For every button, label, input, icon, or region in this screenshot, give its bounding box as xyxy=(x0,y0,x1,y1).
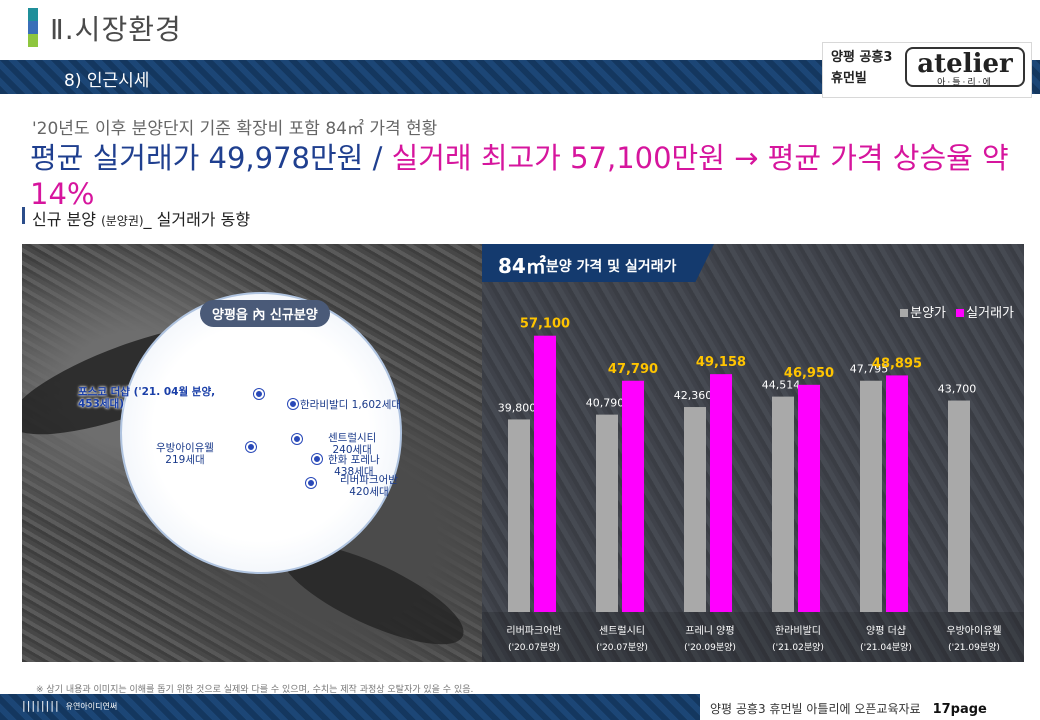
focus-circle-label: 양평읍 內 신규분양 xyxy=(200,300,330,327)
category-date-2: ('20.09분양) xyxy=(684,642,736,653)
category-date-5: ('21.09분양) xyxy=(948,642,1000,653)
data-label-actual-0: 57,100 xyxy=(520,317,570,332)
category-label-3: 한라비발디 xyxy=(775,625,821,637)
headline-max-price: 실거래 최고가 57,100만원 → 평균 가격 상승율 약 14% xyxy=(30,141,1009,211)
headline-summary: 평균 실거래가 49,978만원 / 실거래 최고가 57,100만원 → 평균… xyxy=(30,140,1030,212)
data-label-presale-5: 43,700 xyxy=(938,383,977,396)
data-label-presale-2: 42,360 xyxy=(674,389,713,402)
map-label-central: 센트럴시티 240세대 xyxy=(328,432,377,456)
subsection-title: 8) 인근시세 xyxy=(64,71,150,91)
category-label-0: 리버파크어반 xyxy=(506,625,561,637)
accent-bar-1 xyxy=(28,8,38,21)
footer-doc-info: 양평 공흥3 휴먼빌 아틀리에 오픈교육자료 17page xyxy=(700,694,1040,720)
accent-bar-2 xyxy=(28,21,38,34)
logo-brand-line2: 휴먼빌 xyxy=(831,71,867,86)
chart-title-main: 84㎡ xyxy=(498,254,546,278)
map-marker-wooband xyxy=(246,442,256,452)
category-date-4: ('21.04분양) xyxy=(860,642,912,653)
data-label-actual-2: 49,158 xyxy=(696,355,746,370)
map-label-riverpark: 리버파크어반 420세대 xyxy=(340,474,398,498)
category-date-0: ('20.07분양) xyxy=(508,642,560,653)
chart-legend: 분양가 실거래가 xyxy=(894,302,1014,321)
area-map: 양평읍 內 신규분양 포스코 더샵 ('21. 04월 분양, 453세대) 한… xyxy=(22,244,482,662)
data-label-presale-3: 44,514 xyxy=(762,379,801,392)
map-label-poscodesharp: 포스코 더샵 ('21. 04월 분양, 453세대) xyxy=(78,386,216,410)
price-chart: 39,800 57,100 리버파크어반 ('20.07분양) 40,790 47,790… xyxy=(482,244,1024,662)
data-label-presale-1: 40,790 xyxy=(586,397,625,410)
map-marker-hanwha xyxy=(312,454,322,464)
price-chart-svg: 39,800 57,100 리버파크어반 ('20.07분양) 40,790 47,790… xyxy=(498,317,1002,653)
footer-brand-name: 유연아이디연써 xyxy=(65,702,118,711)
section-title: 신규 분양 (분양권)_ 실거래가 동향 xyxy=(32,206,250,230)
legend-swatch-actual xyxy=(956,309,965,317)
bar-actual-4 xyxy=(886,375,908,612)
category-date-1: ('20.07분양) xyxy=(596,642,648,653)
chart-title-rest: 분양 가격 및 실거래가 xyxy=(545,259,677,275)
section-title-suffix: _ 실거래가 동향 xyxy=(143,210,251,229)
logo-brand-line1: 양평 공흥3 xyxy=(831,50,893,65)
map-label-wooband: 우방아이유웰 219세대 xyxy=(156,442,214,466)
headline-caption: '20년도 이후 분양단지 기준 확장비 포함 84㎡ 가격 현황 xyxy=(32,119,438,139)
page-title: Ⅱ.시장환경 xyxy=(50,13,182,46)
bar-actual-0 xyxy=(534,335,556,612)
bar-actual-3 xyxy=(798,384,820,612)
header-accent-bars xyxy=(28,8,38,47)
brand-logo: 양평 공흥3 휴먼빌 atelier 아·틀·리·에 xyxy=(822,42,1032,98)
section-marker xyxy=(22,207,25,224)
data-label-presale-4: 47,795 xyxy=(850,363,889,376)
data-label-actual-1: 47,790 xyxy=(608,362,658,377)
disclaimer-note: ※ 상기 내용과 이미지는 이해를 돕기 위한 것으로 실제와 다를 수 있으며… xyxy=(36,685,474,695)
category-date-3: ('21.02분양) xyxy=(772,642,824,653)
chart-title: 84㎡분양 가격 및 실거래가 xyxy=(482,244,714,282)
category-label-1: 센트럴시티 xyxy=(599,624,645,637)
accent-bar-3 xyxy=(28,34,38,47)
data-label-actual-3: 46,950 xyxy=(784,366,834,381)
map-marker-poscodesharp xyxy=(254,389,264,399)
map-marker-central xyxy=(292,434,302,444)
headline-average-price: 평균 실거래가 49,978만원 / xyxy=(30,141,392,175)
bar-presale-3 xyxy=(772,396,794,612)
logo-atelier-sub: 아·틀·리·에 xyxy=(937,78,993,88)
bar-presale-5 xyxy=(948,400,970,612)
legend-label-actual: 실거래가 xyxy=(966,306,1014,321)
data-label-presale-0: 39,800 xyxy=(498,401,537,414)
bar-actual-2 xyxy=(710,374,732,612)
footer-bar: |||||||| 유연아이디연써 양평 공흥3 휴먼빌 아틀리에 오픈교육자료 17… xyxy=(0,694,1040,720)
section-title-small: (분양권) xyxy=(101,214,144,228)
map-marker-hanra xyxy=(288,399,298,409)
page-number: 17page xyxy=(932,702,987,717)
category-label-2: 프레니 양평 xyxy=(685,625,734,637)
bar-presale-0 xyxy=(508,419,530,612)
category-label-4: 양평 더샵 xyxy=(866,625,906,637)
bar-presale-4 xyxy=(860,380,882,612)
footer-doc-title: 양평 공흥3 휴먼빌 아틀리에 오픈교육자료 xyxy=(710,702,921,716)
footer-brand: |||||||| 유연아이디연써 xyxy=(22,699,117,712)
chart-axis-strip xyxy=(482,612,1024,662)
bar-presale-1 xyxy=(596,414,618,612)
map-label-hanwha: 한화 포레나 438세대 xyxy=(328,454,380,478)
map-marker-riverpark xyxy=(306,478,316,488)
legend-swatch-presale xyxy=(900,309,909,317)
data-label-actual-4: 48,895 xyxy=(872,356,922,371)
section-title-main: 신규 분양 xyxy=(32,210,102,229)
footer-brand-mark: |||||||| xyxy=(22,699,60,712)
legend-label-presale: 분양가 xyxy=(910,306,947,321)
bar-actual-1 xyxy=(622,380,644,612)
logo-atelier-wordmark: atelier xyxy=(905,47,1025,87)
category-label-5: 우방아이유웰 xyxy=(946,625,1001,637)
map-label-hanra: 한라비발디 1,602세대 xyxy=(300,399,402,411)
bar-presale-2 xyxy=(684,407,706,612)
focus-circle xyxy=(120,292,402,574)
